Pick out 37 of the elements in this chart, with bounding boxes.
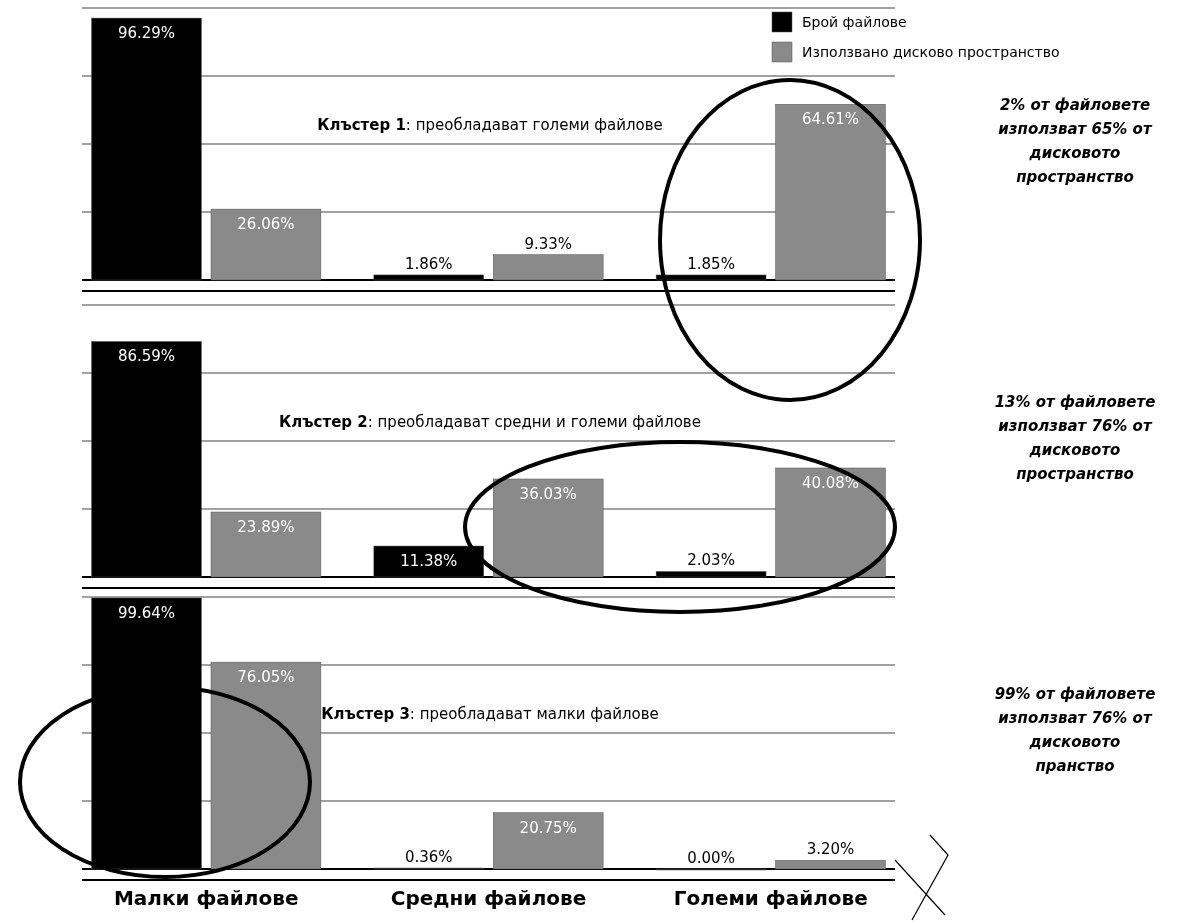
data-label: 23.89% bbox=[237, 518, 295, 537]
data-label: 9.33% bbox=[524, 234, 573, 253]
bar bbox=[775, 467, 886, 578]
data-label: 1.86% bbox=[404, 254, 453, 273]
data-label: 0.36% bbox=[404, 848, 453, 867]
bar bbox=[493, 254, 604, 281]
text: 2% от файловете използват 65% от дисковото пространство bbox=[998, 95, 1153, 186]
data-label: 26.06% bbox=[237, 215, 295, 234]
bar bbox=[775, 860, 886, 870]
bar bbox=[775, 104, 886, 281]
data-label: 36.03% bbox=[519, 485, 577, 503]
data-label: 40.08% bbox=[801, 473, 860, 492]
bar bbox=[493, 478, 604, 578]
data-label: 11.38% bbox=[400, 552, 458, 571]
data-label: 2.03% bbox=[687, 551, 735, 570]
data-label: 76.05% bbox=[237, 668, 295, 687]
text: 99% от файловете използват 76% от дисковото пранство bbox=[994, 684, 1156, 775]
data-label: 96.29% bbox=[117, 24, 176, 43]
data-label: 0.00% bbox=[687, 849, 735, 867]
x-tick-label: Големи файлове bbox=[673, 886, 868, 910]
x-tick-label: Средни файлове bbox=[390, 886, 587, 910]
data-label: 64.61% bbox=[801, 110, 860, 129]
bar bbox=[493, 812, 604, 870]
data-label: 20.75% bbox=[519, 818, 577, 837]
text: Клъстер 2: преобладават средни и големи файлове bbox=[279, 413, 701, 432]
data-label: 3.20% bbox=[806, 840, 855, 859]
data-label: 1.85% bbox=[687, 254, 735, 273]
text: Клъстер 3: преобладават малки файлове bbox=[321, 705, 659, 724]
x-tick-label: Малки файлове bbox=[113, 886, 299, 910]
text: Клъстер 1: преобладават големи файлове bbox=[317, 116, 663, 135]
data-label: 86.59% bbox=[117, 347, 176, 366]
legend-label: Използвано дисково пространство bbox=[802, 44, 1060, 60]
text: 13% от файловете използват 76% от дисковото пространство bbox=[994, 392, 1156, 483]
bar bbox=[210, 511, 322, 578]
bar bbox=[210, 208, 322, 281]
legend-label: Брой файлове bbox=[802, 14, 907, 30]
data-label: 99.64% bbox=[117, 603, 176, 622]
